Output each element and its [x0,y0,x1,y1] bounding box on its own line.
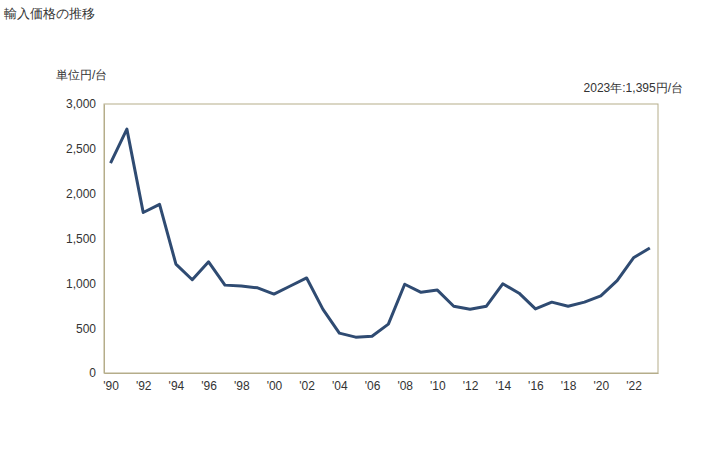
x-tick: '14 [495,373,511,393]
y-tick: 2,500 [66,142,104,156]
x-tick-label: '00 [267,379,283,393]
y-tick-label: 500 [76,322,96,336]
x-tick-label: '18 [561,379,577,393]
x-tick: '96 [201,373,217,393]
x-tick: '12 [463,373,479,393]
x-tick: '04 [332,373,348,393]
y-tick-label: 1,000 [66,277,96,291]
y-tick: 500 [76,322,104,336]
x-tick-label: '96 [201,379,217,393]
chart: 輸入価格の推移単位円/台2023年:1,395円/台'90'92'94'96'9… [0,0,728,450]
y-tick-label: 2,500 [66,142,96,156]
x-tick: '08 [397,373,413,393]
x-tick-label: '92 [136,379,152,393]
x-tick: '16 [528,373,544,393]
annotation: 2023年:1,395円/台 [584,81,683,95]
x-tick: '90 [103,373,119,393]
y-tick: 1,000 [66,277,104,291]
x-tick: '00 [267,373,283,393]
y-tick: 3,000 [66,97,104,111]
x-axis-line [105,373,659,374]
x-tick-label: '12 [463,379,479,393]
y-axis-line [104,105,105,374]
x-tick-label: '98 [234,379,250,393]
x-tick-label: '02 [299,379,315,393]
x-tick-label: '06 [365,379,381,393]
x-tick-label: '04 [332,379,348,393]
plot-frame [104,104,658,373]
y-tick: 0 [89,366,104,380]
x-tick-label: '10 [430,379,446,393]
y-tick-label: 1,500 [66,232,96,246]
x-tick-label: '08 [397,379,413,393]
y-tick-label: 3,000 [66,97,96,111]
x-tick: '20 [593,373,609,393]
x-tick-label: '94 [169,379,185,393]
x-tick: '10 [430,373,446,393]
x-tick: '18 [561,373,577,393]
x-tick: '06 [365,373,381,393]
x-tick: '02 [299,373,315,393]
plot-area [111,129,650,337]
x-tick-label: '14 [495,379,511,393]
y-tick: 1,500 [66,232,104,246]
x-tick-label: '20 [593,379,609,393]
x-axis: '90 '92 '94 '96 '98 '00 '02 '04 '06 '08 '10 '12 '14 '… [103,373,658,393]
title: 輸入価格の推移 [4,6,95,21]
y-label: 単位円/台 [56,68,107,82]
x-tick: '92 [136,373,152,393]
y-tick: 2,000 [66,187,104,201]
x-tick-label: '16 [528,379,544,393]
x-tick: '22 [626,373,642,393]
x-tick: '94 [169,373,185,393]
y-tick-label: 2,000 [66,187,96,201]
x-tick-label: '90 [103,379,119,393]
x-tick-label: '22 [626,379,642,393]
y-tick-label: 0 [89,366,96,380]
x-tick: '98 [234,373,250,393]
y-axis: 0 500 1,000 1,500 2,000 2,500 3,000 [66,97,105,380]
price-line [111,129,650,337]
